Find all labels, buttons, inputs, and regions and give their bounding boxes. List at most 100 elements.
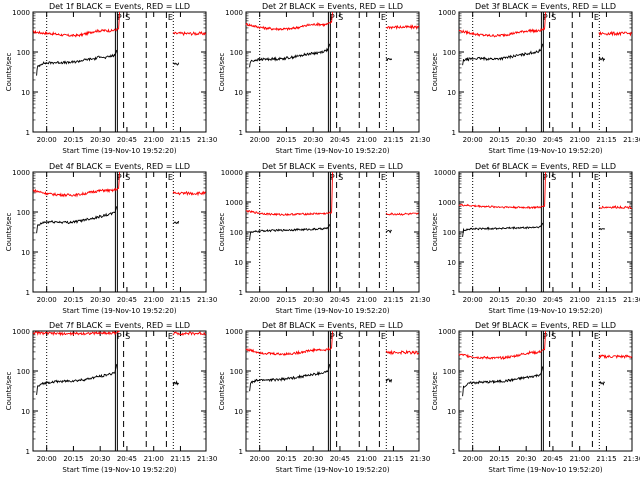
x-tick-label: 21:15 xyxy=(170,136,190,144)
lld-series-tail xyxy=(385,349,420,356)
y-tick-label: 10 xyxy=(21,408,30,416)
lld-series-tail xyxy=(172,331,207,337)
x-tick-label: 20:30 xyxy=(516,136,536,144)
y-tick-label: 10 xyxy=(234,259,243,267)
lld-series-line xyxy=(32,330,120,337)
x-tick-label: 20:15 xyxy=(489,296,509,304)
events-series-line xyxy=(462,366,544,397)
y-tick-label: 1 xyxy=(239,129,243,137)
y-tick-label: 1000 xyxy=(438,328,456,336)
y-tick-label: 1 xyxy=(452,129,456,137)
y-tick-label: 100 xyxy=(443,49,456,57)
x-tick-label: 21:00 xyxy=(357,296,377,304)
x-tick-label: 20:30 xyxy=(516,455,536,463)
panel-title: Det 4f BLACK = Events, RED = LLD xyxy=(49,162,190,171)
plot-frame xyxy=(32,171,207,293)
events-series-line xyxy=(36,363,118,395)
events-series-tail xyxy=(172,220,180,225)
lld-series-tail xyxy=(172,190,207,197)
events-series-line xyxy=(462,43,544,66)
y-axis-label: Counts/sec xyxy=(218,53,226,92)
x-tick-label: 21:30 xyxy=(623,136,640,144)
x-tick-label: 20:00 xyxy=(463,136,483,144)
events-series-line xyxy=(36,49,118,76)
events-series-tail xyxy=(385,378,393,383)
y-axis-label: Counts/sec xyxy=(218,372,226,411)
marker-label-s: S xyxy=(338,13,343,22)
y-tick-label: 10 xyxy=(447,89,456,97)
y-tick-label: 1000 xyxy=(438,9,456,17)
y-tick-label: 100 xyxy=(230,368,243,376)
y-tick-label: 10 xyxy=(447,259,456,267)
x-axis-label: Start Time (19-Nov-10 19:52:20) xyxy=(488,307,602,315)
x-tick-label: 21:15 xyxy=(596,296,616,304)
y-tick-label: 10 xyxy=(21,89,30,97)
x-tick-label: 20:45 xyxy=(330,136,350,144)
x-tick-label: 21:30 xyxy=(410,136,430,144)
lld-series-line xyxy=(33,171,120,198)
detector-panel-7: Det 7f BLACK = Events, RED = LLD Counts/s… xyxy=(5,321,217,474)
lld-series-tail xyxy=(386,24,420,31)
x-tick-label: 21:00 xyxy=(144,455,164,463)
y-tick-label: 1 xyxy=(26,129,30,137)
x-axis-label: Start Time (19-Nov-10 19:52:20) xyxy=(62,147,176,155)
lld-series-line xyxy=(33,11,120,38)
x-axis-label: Start Time (19-Nov-10 19:52:20) xyxy=(62,466,176,474)
x-axis-label: Start Time (19-Nov-10 19:52:20) xyxy=(275,147,389,155)
marker-label-s: S xyxy=(125,13,130,22)
panel-title: Det 2f BLACK = Events, RED = LLD xyxy=(262,2,403,11)
y-axis-label: Counts/sec xyxy=(5,213,13,252)
detector-panel-8: Det 8f BLACK = Events, RED = LLD Counts/s… xyxy=(218,321,430,474)
lld-series-tail xyxy=(172,30,207,37)
marker-label-s: S xyxy=(338,173,343,182)
y-tick-label: 1000 xyxy=(225,199,243,207)
x-tick-label: 20:15 xyxy=(276,455,296,463)
x-tick-label: 21:30 xyxy=(197,455,217,463)
y-tick-label: 1 xyxy=(452,448,456,456)
marker-label-s: S xyxy=(551,13,556,22)
plot-frame xyxy=(458,330,633,452)
panel-title: Det 6f BLACK = Events, RED = LLD xyxy=(475,162,616,171)
y-axis-label: Counts/sec xyxy=(431,213,439,252)
x-tick-label: 20:15 xyxy=(63,455,83,463)
x-tick-label: 20:00 xyxy=(37,136,57,144)
detector-panel-2: Det 2f BLACK = Events, RED = LLD Counts/s… xyxy=(218,2,430,155)
detector-panel-6: Det 6f BLACK = Events, RED = LLD Counts/s… xyxy=(431,162,640,315)
y-tick-label: 10 xyxy=(234,89,243,97)
x-tick-label: 20:00 xyxy=(463,455,483,463)
x-tick-label: 21:30 xyxy=(623,296,640,304)
x-tick-label: 21:30 xyxy=(197,296,217,304)
detector-panel-3: Det 3f BLACK = Events, RED = LLD Counts/s… xyxy=(431,2,640,155)
plot-frame xyxy=(245,330,420,452)
x-tick-label: 21:15 xyxy=(170,296,190,304)
detector-panel-4: Det 4f BLACK = Events, RED = LLD Counts/s… xyxy=(5,162,217,315)
panel-title: Det 1f BLACK = Events, RED = LLD xyxy=(49,2,190,11)
events-series-tail xyxy=(598,380,605,386)
x-tick-label: 20:00 xyxy=(463,296,483,304)
marker-label-s: S xyxy=(125,173,130,182)
marker-label-s: S xyxy=(551,173,556,182)
lld-series-line xyxy=(458,11,546,38)
marker-label-s: S xyxy=(338,332,343,341)
x-tick-label: 21:00 xyxy=(144,136,164,144)
marker-label-e: E xyxy=(594,13,599,22)
lld-series-line xyxy=(458,171,546,210)
x-tick-label: 21:00 xyxy=(357,136,377,144)
marker-label-e: E xyxy=(381,13,386,22)
y-tick-label: 100 xyxy=(17,209,30,217)
events-series-tail xyxy=(172,62,180,66)
plot-frame xyxy=(32,11,207,133)
y-tick-label: 10 xyxy=(234,408,243,416)
events-series-line xyxy=(249,363,331,392)
marker-label-e: E xyxy=(168,173,173,182)
x-tick-label: 20:45 xyxy=(543,136,563,144)
x-tick-label: 20:15 xyxy=(63,136,83,144)
y-tick-label: 1 xyxy=(239,448,243,456)
marker-label-e: E xyxy=(381,173,386,182)
events-series-line xyxy=(462,222,544,237)
x-tick-label: 20:15 xyxy=(489,136,509,144)
x-axis-label: Start Time (19-Nov-10 19:52:20) xyxy=(275,466,389,474)
x-tick-label: 21:00 xyxy=(570,136,590,144)
x-tick-label: 20:00 xyxy=(250,455,270,463)
